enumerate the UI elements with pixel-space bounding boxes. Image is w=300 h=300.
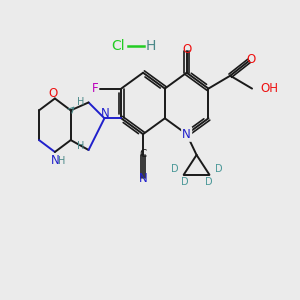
Text: N: N	[182, 128, 191, 141]
Text: Cl: Cl	[112, 39, 125, 53]
Text: N: N	[101, 107, 110, 120]
Text: N: N	[182, 128, 191, 141]
Text: H: H	[77, 98, 84, 107]
Text: D: D	[205, 177, 212, 187]
Text: N: N	[50, 154, 59, 167]
Text: N: N	[139, 172, 147, 185]
Text: OH: OH	[260, 82, 278, 95]
Text: H: H	[58, 156, 65, 166]
Text: O: O	[48, 87, 58, 100]
Text: C: C	[140, 149, 147, 159]
Text: H: H	[146, 39, 156, 53]
Text: D: D	[171, 164, 178, 174]
Text: O: O	[182, 44, 191, 56]
Text: H: H	[77, 141, 84, 151]
Text: O: O	[246, 53, 256, 66]
Text: D: D	[214, 164, 222, 174]
Text: D: D	[181, 177, 188, 187]
Text: F: F	[92, 82, 99, 95]
